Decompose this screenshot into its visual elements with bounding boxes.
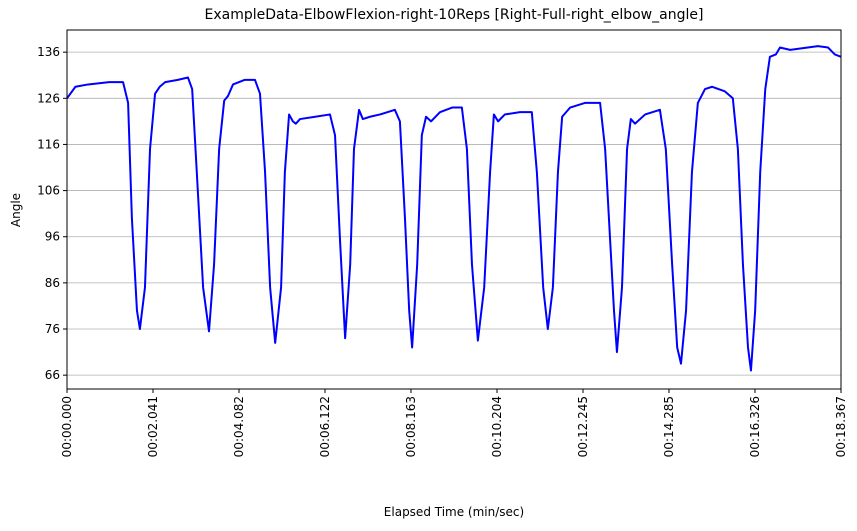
y-tick-label: 66 (45, 368, 60, 382)
x-tick-label: 00:06.122 (318, 396, 332, 457)
x-tick-label: 00:18.367 (834, 396, 848, 457)
y-tick-label: 126 (37, 91, 60, 105)
x-axis-label: Elapsed Time (min/sec) (384, 505, 524, 519)
x-tick-label: 00:04.082 (232, 396, 246, 457)
x-tick-label: 00:08.163 (404, 396, 418, 457)
y-tick-label: 106 (37, 184, 60, 198)
y-tick-label: 76 (45, 322, 60, 336)
x-tick-label: 00:02.041 (146, 396, 160, 457)
chart-title: ExampleData-ElbowFlexion-right-10Reps [R… (205, 7, 704, 23)
data-line (66, 45, 842, 372)
x-tick-label: 00:00.000 (60, 396, 74, 457)
y-tick-label: 86 (45, 276, 60, 290)
y-tick-label: 116 (37, 137, 60, 151)
y-axis-label: Angle (9, 193, 23, 227)
plot-frame (66, 29, 842, 390)
x-tick-label: 00:14.285 (662, 396, 676, 457)
y-tick-label: 136 (37, 45, 60, 59)
x-tick-label: 00:12.245 (576, 396, 590, 457)
x-tick-label: 00:10.204 (490, 396, 504, 457)
y-tick-label: 96 (45, 230, 60, 244)
x-tick-label: 00:16.326 (748, 396, 762, 457)
